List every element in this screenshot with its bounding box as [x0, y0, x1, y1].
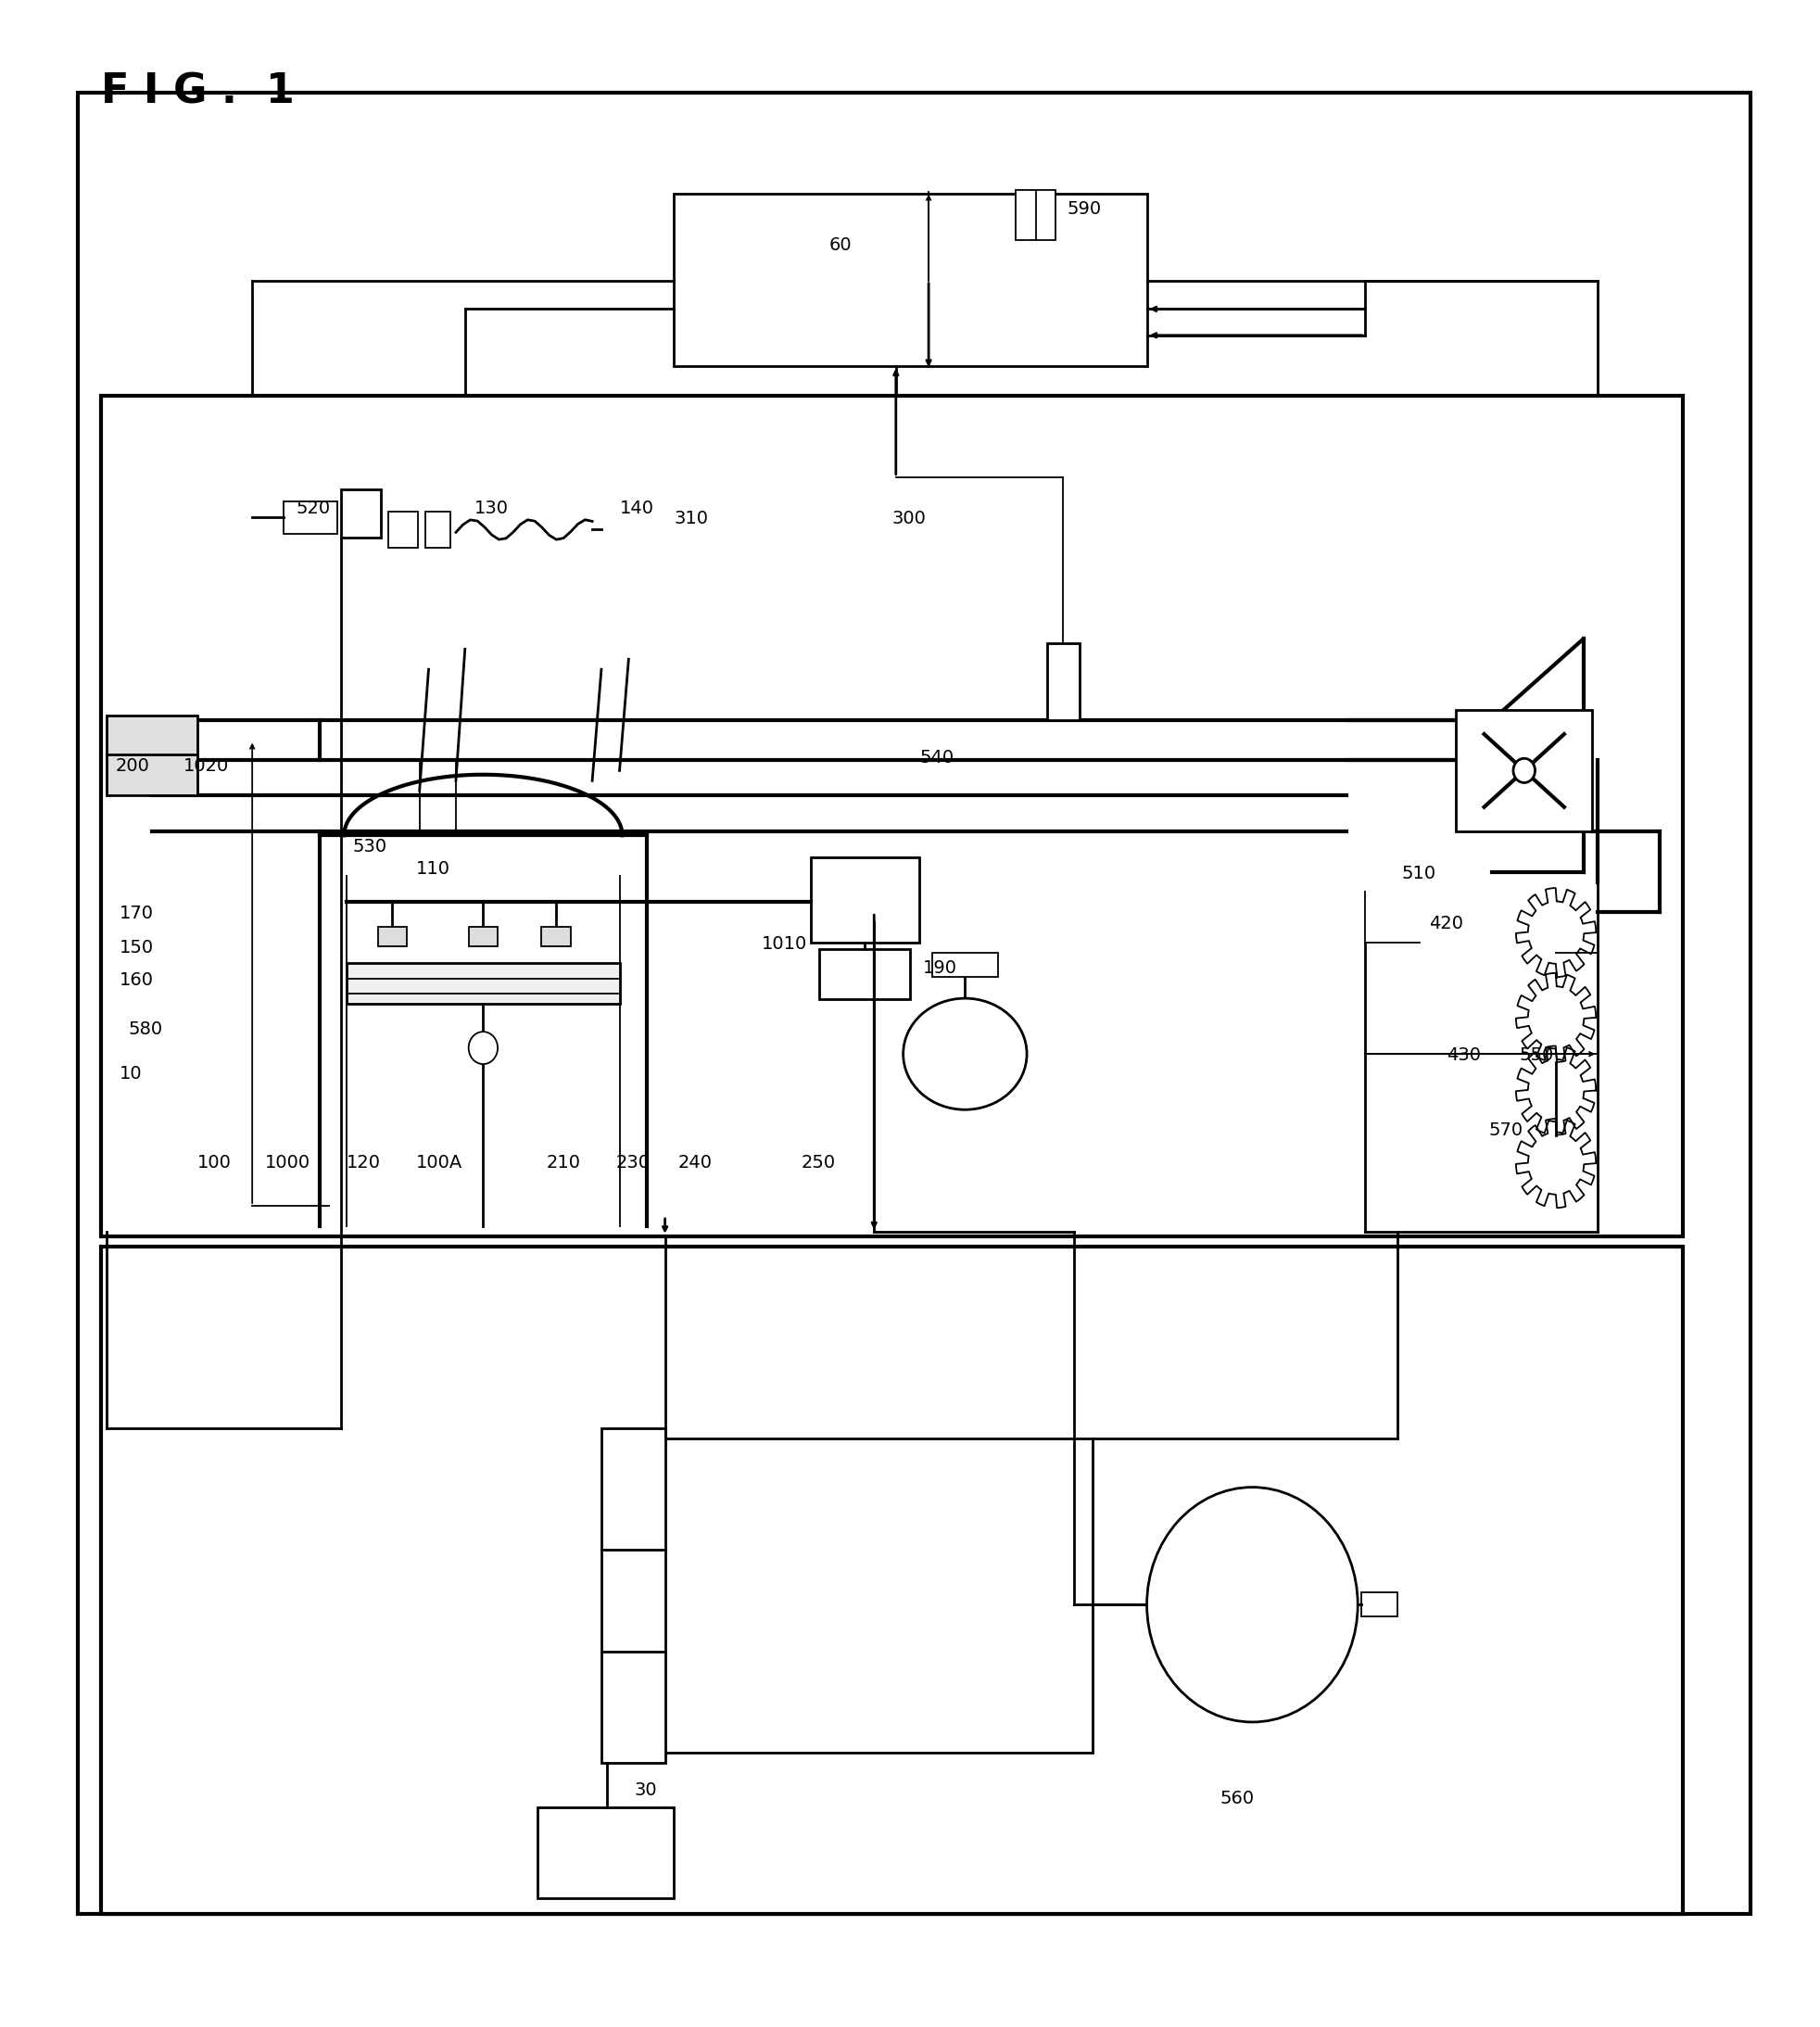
Bar: [819, 949, 910, 999]
Bar: [102, 395, 1682, 1236]
Bar: [346, 963, 619, 1003]
Text: 420: 420: [1429, 914, 1461, 932]
Text: 160: 160: [120, 971, 153, 989]
Circle shape: [1147, 1488, 1358, 1723]
Text: 1010: 1010: [761, 934, 806, 953]
Circle shape: [1512, 758, 1534, 782]
Text: 210: 210: [546, 1153, 581, 1172]
Bar: [932, 953, 997, 977]
Text: 140: 140: [619, 501, 653, 517]
Bar: [1046, 643, 1079, 720]
Text: 1020: 1020: [184, 756, 229, 774]
Bar: [468, 926, 497, 947]
Text: 580: 580: [129, 1020, 164, 1038]
Bar: [107, 716, 198, 760]
Bar: [673, 195, 1147, 365]
Text: 240: 240: [677, 1153, 712, 1172]
Text: 110: 110: [415, 859, 450, 878]
Text: 530: 530: [351, 837, 386, 855]
Bar: [655, 1439, 1092, 1753]
Text: 300: 300: [892, 511, 926, 527]
Bar: [541, 926, 570, 947]
Text: 100A: 100A: [415, 1153, 462, 1172]
Text: 310: 310: [673, 511, 708, 527]
Text: 520: 520: [295, 501, 329, 517]
Text: 100: 100: [198, 1153, 231, 1172]
Bar: [810, 857, 919, 943]
Text: 30: 30: [633, 1782, 657, 1800]
Bar: [102, 1247, 1682, 1913]
Text: 550: 550: [1520, 1046, 1552, 1064]
Text: 200: 200: [116, 756, 149, 774]
Text: 590: 590: [1067, 201, 1101, 217]
Bar: [424, 511, 450, 547]
Bar: [377, 926, 406, 947]
Text: 1000: 1000: [266, 1153, 311, 1172]
Text: 170: 170: [120, 904, 153, 922]
Text: 560: 560: [1219, 1790, 1254, 1808]
Bar: [537, 1808, 673, 1897]
Text: 60: 60: [828, 237, 852, 253]
Text: 150: 150: [120, 939, 155, 957]
Text: 510: 510: [1401, 864, 1436, 882]
Text: 540: 540: [919, 748, 954, 766]
Text: F I G .  1: F I G . 1: [102, 73, 295, 111]
Text: 190: 190: [923, 959, 957, 977]
Bar: [601, 1429, 664, 1763]
Bar: [1361, 1593, 1398, 1618]
Bar: [388, 511, 417, 547]
Bar: [282, 501, 337, 533]
Text: 120: 120: [346, 1153, 380, 1172]
Bar: [1016, 191, 1056, 239]
Bar: [107, 754, 198, 795]
Bar: [340, 489, 380, 537]
Bar: [1456, 709, 1591, 831]
Text: 250: 250: [801, 1153, 835, 1172]
Circle shape: [468, 1032, 497, 1064]
Text: 570: 570: [1489, 1121, 1522, 1139]
Ellipse shape: [903, 999, 1026, 1109]
Text: 10: 10: [120, 1064, 142, 1082]
Text: 230: 230: [615, 1153, 650, 1172]
Text: 430: 430: [1447, 1046, 1480, 1064]
Text: 130: 130: [473, 501, 508, 517]
